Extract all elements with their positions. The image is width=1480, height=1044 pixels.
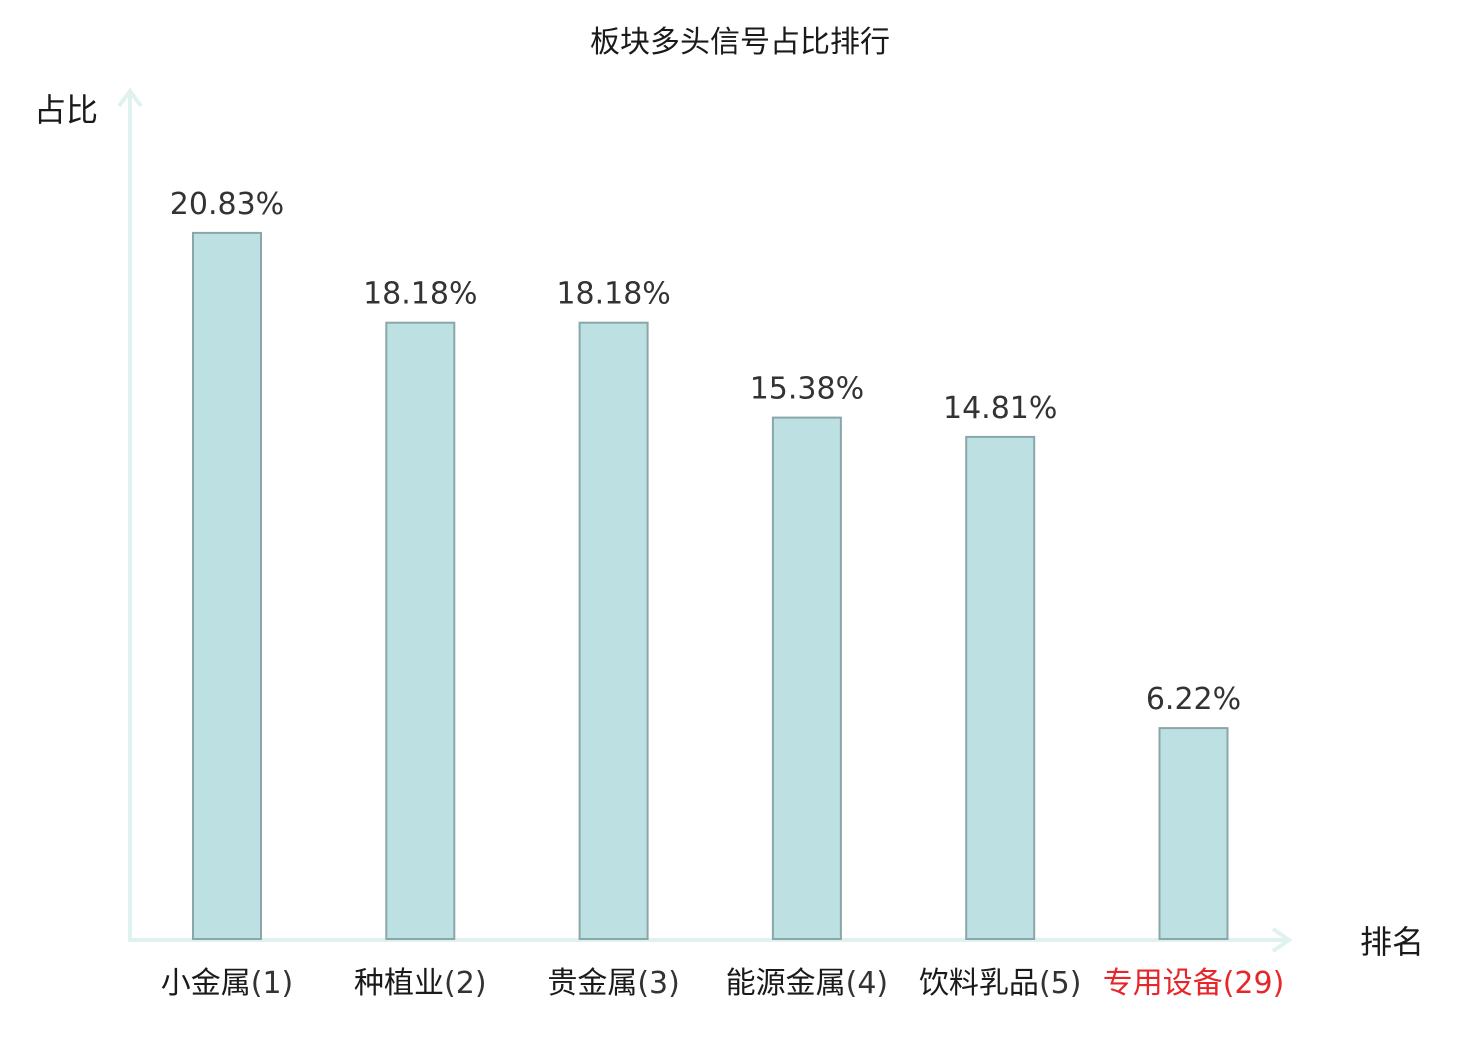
category-name: 能源金属	[726, 966, 846, 1001]
category-name: 贵金属	[547, 966, 637, 1001]
bar-value-label: 14.81%	[943, 391, 1057, 426]
bar	[1158, 727, 1229, 940]
y-axis-arrow	[117, 87, 143, 108]
category-rank: (5)	[1039, 966, 1082, 1001]
category-name: 饮料乳品	[919, 966, 1039, 1001]
y-axis-label: 占比	[34, 91, 98, 129]
bar-value-label: 18.18%	[363, 277, 477, 312]
value-labels-layer: 20.83% 18.18% 18.18% 15.38% 14.81% 6.22%	[170, 187, 1241, 717]
bar	[385, 321, 456, 940]
bar	[965, 435, 1036, 940]
bar-value-label: 15.38%	[750, 372, 864, 407]
bars-layer	[192, 231, 1229, 941]
category-tick-label: 种植业(2)	[354, 966, 487, 1001]
category-name: 种植业	[354, 966, 444, 1001]
category-name: 小金属	[161, 966, 251, 1001]
bar	[192, 231, 262, 940]
category-tick-label: 小金属(1)	[161, 966, 294, 1001]
category-rank: (29)	[1223, 966, 1285, 1001]
bar-value-label: 18.18%	[556, 277, 670, 312]
bar	[578, 321, 649, 940]
x-axis-arrow	[1271, 927, 1293, 953]
axes	[117, 87, 1293, 953]
category-tick-label: 饮料乳品(5)	[919, 966, 1081, 1001]
bar-value-label: 20.83%	[170, 187, 284, 222]
category-name: 专用设备	[1103, 966, 1223, 1001]
category-rank: (1)	[251, 966, 294, 1001]
chart-title: 板块多头信号占比排行	[590, 25, 890, 60]
bar-value-label: 6.22%	[1146, 682, 1241, 717]
category-labels-layer: 小金属(1) 种植业(2) 贵金属(3) 能源金属(4) 饮料乳品(5) 专用设备(29)	[161, 966, 1285, 1001]
category-tick-label: 专用设备(29)	[1103, 966, 1285, 1001]
x-axis-label: 排名	[1360, 923, 1424, 961]
bar	[771, 416, 842, 941]
category-rank: (2)	[444, 966, 487, 1001]
category-rank: (4)	[846, 966, 889, 1001]
category-tick-label: 能源金属(4)	[726, 966, 889, 1001]
category-rank: (3)	[637, 966, 680, 1001]
category-tick-label: 贵金属(3)	[547, 966, 680, 1001]
